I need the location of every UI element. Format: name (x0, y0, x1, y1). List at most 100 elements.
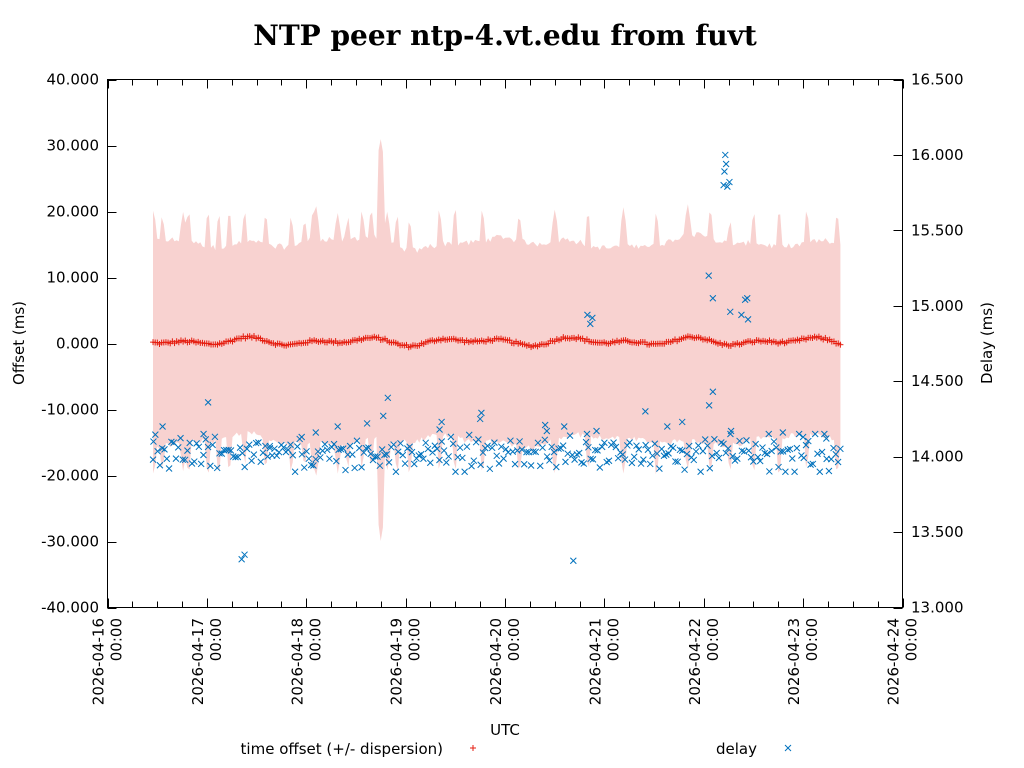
delay-point-b (678, 447, 686, 454)
delay-point-b (154, 447, 161, 455)
delay-point-b (678, 418, 686, 426)
delay-point-b (619, 451, 627, 458)
delay-point (384, 394, 392, 402)
delay-point (786, 445, 794, 453)
delay-point-b (476, 415, 484, 423)
delay-point-b (601, 439, 608, 447)
delay-point-b (500, 455, 507, 462)
delay-point-b (530, 448, 537, 455)
delay-point-b (630, 453, 638, 461)
delay-point-b (791, 468, 798, 476)
delay-point (569, 557, 577, 565)
delay-point-b (168, 438, 175, 446)
delay-point (694, 442, 702, 449)
delay-point-b (397, 439, 404, 447)
delay-point-b (761, 449, 769, 457)
delay-point (598, 443, 606, 451)
delay-point (775, 463, 782, 471)
delay-point-b (363, 420, 371, 427)
delay-point (376, 462, 384, 470)
delay-point-b (209, 441, 216, 449)
delay-point-b (694, 442, 702, 449)
delay-point (363, 420, 371, 427)
delay-point (371, 453, 379, 460)
delay-point-b (486, 465, 494, 473)
delay-point (200, 451, 207, 459)
delay-point-b (536, 462, 544, 470)
x-axis-label: UTC (490, 721, 520, 739)
delay-point-b (312, 429, 320, 436)
delay-point (436, 426, 443, 433)
delay-point-b (184, 447, 191, 454)
delay-point-b (206, 462, 214, 470)
delay-point-b (583, 430, 591, 438)
delay-point-b (151, 431, 159, 439)
delay-point-b (266, 442, 274, 450)
delay-point (236, 444, 244, 451)
delay-point (397, 439, 404, 447)
delay-point-b (642, 408, 649, 415)
delay-point-b (532, 448, 540, 456)
delay-point (536, 462, 544, 470)
delay-point-b (381, 451, 388, 459)
x-tick-label: 2026-04-23 00:00 (785, 618, 821, 705)
delay-point (520, 460, 528, 468)
delay-point-b (477, 461, 485, 469)
delay-point-b (722, 449, 730, 457)
delay-point-b (390, 441, 397, 448)
delay-point (156, 461, 164, 469)
delay-point-b (744, 316, 752, 323)
delay-point (779, 429, 787, 436)
delay-point (678, 447, 686, 454)
delay-point-b (770, 438, 778, 445)
delay-point-b (779, 429, 787, 436)
delay-point-b (709, 388, 717, 396)
delay-point-b (328, 443, 336, 451)
delay-point-b (589, 314, 596, 322)
y-tick-label: -10.000 (41, 401, 99, 419)
delay-point-b (170, 439, 178, 446)
delay-point (271, 445, 278, 453)
delay-point-b (706, 464, 714, 472)
y-tick-label: -40.000 (41, 599, 99, 617)
delay-point-b (720, 181, 727, 189)
delay-point-b (319, 447, 326, 455)
delay-point (353, 437, 361, 445)
delay-point (683, 450, 691, 458)
delay-point (651, 440, 659, 448)
delay-point-b (580, 460, 588, 467)
delay-point-b (738, 311, 745, 319)
x-tick-date: 2026-04-22 (686, 618, 704, 705)
delay-point-b (802, 441, 810, 449)
delay-point-b (720, 440, 727, 448)
delay-point-b (518, 446, 526, 453)
delay-point-b (355, 444, 363, 452)
y2-tick-label: 15.500 (911, 221, 964, 239)
delay-point-b (777, 448, 785, 455)
delay-point (266, 442, 274, 450)
delay-point-b (566, 432, 574, 439)
delay-point-b (543, 453, 551, 460)
delay-point-b (211, 433, 219, 441)
y-tick-label: 20.000 (47, 203, 100, 221)
delay-point-b (159, 423, 166, 430)
delay-point (799, 433, 807, 441)
delay-point (759, 444, 766, 451)
delay-point-b (683, 450, 691, 458)
delay-point (720, 181, 727, 189)
delay-point-b (346, 442, 354, 450)
delay-point-b (491, 439, 498, 447)
delay-point-b (685, 442, 693, 450)
delay-point-b (417, 450, 425, 458)
delay-point (151, 431, 159, 439)
delay-point-b (587, 455, 595, 463)
delay-point-b (456, 444, 464, 452)
delay-point (743, 436, 750, 444)
delay-point-b (543, 427, 551, 435)
delay-point-b (502, 445, 510, 453)
delay-point-b (298, 450, 306, 458)
delay-point-b (721, 168, 728, 175)
delay-point (800, 454, 808, 462)
delay-point-b (539, 444, 546, 452)
delay-point (241, 551, 248, 559)
